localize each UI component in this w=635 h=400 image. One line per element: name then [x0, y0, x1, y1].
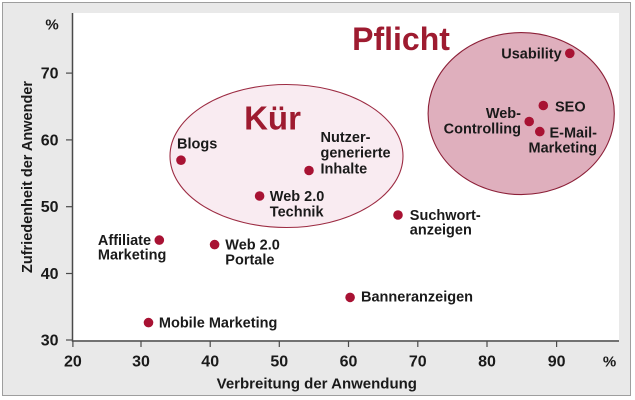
- svg-text:20: 20: [64, 354, 82, 371]
- svg-text:Suchwort-: Suchwort-: [410, 208, 481, 224]
- svg-text:50: 50: [41, 199, 59, 216]
- svg-text:Marketing: Marketing: [529, 141, 598, 157]
- svg-text:70: 70: [41, 66, 59, 83]
- svg-text:Verbreitung der Anwendung: Verbreitung der Anwendung: [217, 376, 417, 393]
- svg-text:80: 80: [478, 354, 496, 371]
- svg-text:Marketing: Marketing: [98, 248, 166, 264]
- svg-text:generierte: generierte: [321, 146, 391, 162]
- svg-text:Kür: Kür: [244, 99, 301, 136]
- svg-text:60: 60: [41, 132, 59, 149]
- svg-text:Affiliate: Affiliate: [98, 233, 151, 249]
- svg-text:%: %: [45, 17, 58, 34]
- svg-text:60: 60: [340, 354, 358, 371]
- svg-text:Web-: Web-: [486, 106, 521, 122]
- svg-text:Usability: Usability: [501, 47, 561, 63]
- svg-text:Mobile Marketing: Mobile Marketing: [159, 315, 277, 331]
- svg-text:SEO: SEO: [555, 100, 586, 116]
- svg-text:Zufriedenheit der Anwender: Zufriedenheit der Anwender: [20, 81, 36, 273]
- svg-text:Inhalte: Inhalte: [321, 161, 368, 177]
- svg-text:30: 30: [41, 332, 59, 349]
- svg-text:90: 90: [548, 354, 566, 371]
- svg-text:anzeigen: anzeigen: [410, 223, 472, 239]
- svg-text:Portale: Portale: [225, 253, 274, 269]
- svg-text:%: %: [603, 354, 616, 371]
- svg-text:Pflicht: Pflicht: [352, 21, 450, 57]
- svg-text:40: 40: [201, 354, 219, 371]
- svg-text:E-Mail-: E-Mail-: [549, 126, 597, 142]
- svg-text:Web 2.0: Web 2.0: [270, 189, 325, 205]
- svg-text:Controlling: Controlling: [444, 122, 521, 138]
- svg-text:Blogs: Blogs: [177, 136, 217, 152]
- svg-text:50: 50: [270, 354, 288, 371]
- svg-text:Nutzer-: Nutzer-: [321, 130, 371, 146]
- svg-text:Technik: Technik: [270, 205, 325, 221]
- svg-text:Banneranzeigen: Banneranzeigen: [361, 290, 473, 306]
- svg-text:70: 70: [409, 354, 427, 371]
- svg-text:Web 2.0: Web 2.0: [225, 237, 280, 253]
- svg-text:40: 40: [41, 266, 59, 283]
- svg-text:30: 30: [132, 354, 150, 371]
